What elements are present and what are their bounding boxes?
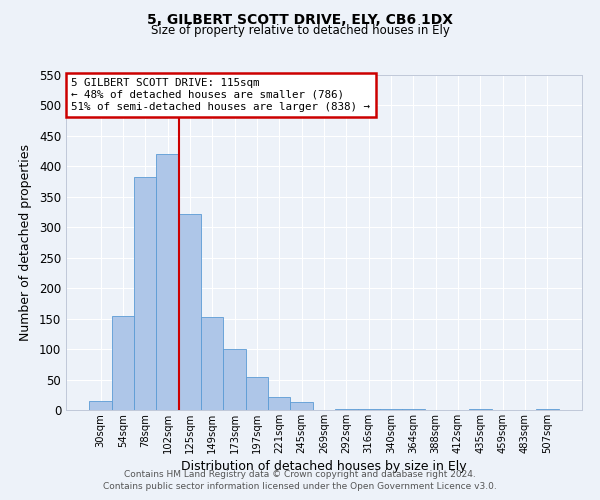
Bar xyxy=(112,316,134,410)
Text: Contains HM Land Registry data © Crown copyright and database right 2024.: Contains HM Land Registry data © Crown c… xyxy=(124,470,476,479)
Bar xyxy=(89,401,112,410)
Bar xyxy=(134,178,157,410)
Text: 5, GILBERT SCOTT DRIVE, ELY, CB6 1DX: 5, GILBERT SCOTT DRIVE, ELY, CB6 1DX xyxy=(147,12,453,26)
X-axis label: Distribution of detached houses by size in Ely: Distribution of detached houses by size … xyxy=(181,460,467,473)
Bar xyxy=(469,409,491,410)
Text: Size of property relative to detached houses in Ely: Size of property relative to detached ho… xyxy=(151,24,449,37)
Y-axis label: Number of detached properties: Number of detached properties xyxy=(19,144,32,341)
Text: Contains public sector information licensed under the Open Government Licence v3: Contains public sector information licen… xyxy=(103,482,497,491)
Bar xyxy=(201,317,223,410)
Text: 5 GILBERT SCOTT DRIVE: 115sqm
← 48% of detached houses are smaller (786)
51% of : 5 GILBERT SCOTT DRIVE: 115sqm ← 48% of d… xyxy=(71,78,370,112)
Bar xyxy=(290,402,313,410)
Bar xyxy=(223,349,246,410)
Bar xyxy=(536,409,559,410)
Bar xyxy=(157,154,179,410)
Bar xyxy=(246,376,268,410)
Bar xyxy=(335,409,358,410)
Bar xyxy=(402,409,425,410)
Bar xyxy=(179,214,201,410)
Bar xyxy=(268,396,290,410)
Bar xyxy=(358,409,380,410)
